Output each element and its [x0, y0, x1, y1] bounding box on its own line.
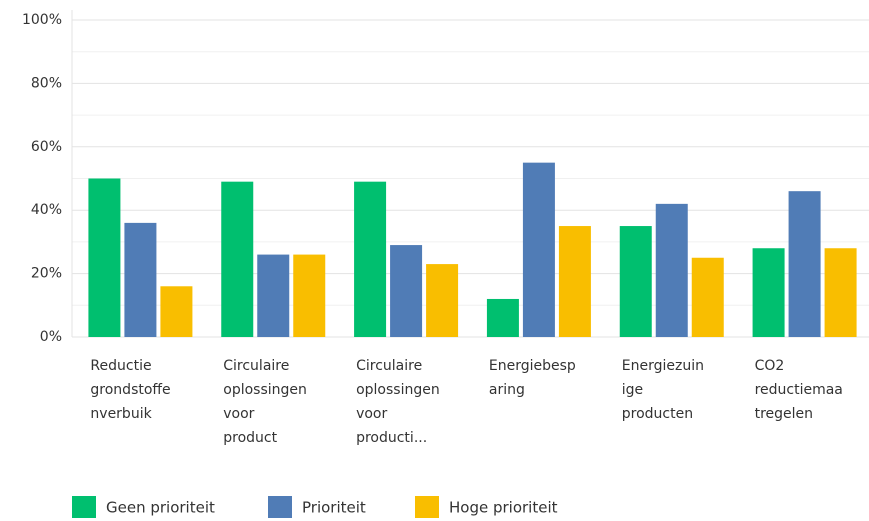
y-tick-label: 80% — [31, 75, 62, 91]
bar — [160, 286, 193, 337]
bar — [354, 181, 387, 337]
legend-label: Geen prioriteit — [106, 499, 215, 517]
bar — [426, 264, 459, 337]
bar — [257, 254, 290, 337]
bar — [655, 203, 688, 337]
bar — [824, 248, 857, 337]
y-tick-label: 100% — [22, 12, 62, 28]
y-tick-label: 40% — [31, 202, 62, 218]
bar — [293, 254, 326, 337]
y-tick-label: 60% — [31, 139, 62, 155]
x-tick-label: CO2 reductiemaa tregelen — [755, 358, 843, 422]
x-tick-label: Circulaire oplossingen voor producti... — [356, 358, 440, 446]
bar — [522, 162, 555, 337]
bar — [619, 226, 652, 337]
bar — [788, 191, 821, 337]
y-tick-label: 20% — [31, 266, 62, 282]
bar — [691, 257, 724, 337]
x-tick-label: Energiebesp aring — [489, 358, 576, 398]
y-tick-label: 0% — [40, 329, 62, 345]
legend-label: Prioriteit — [302, 499, 366, 517]
legend-swatch — [415, 496, 439, 518]
x-tick-label: Circulaire oplossingen voor product — [223, 358, 307, 446]
bar — [390, 245, 423, 337]
bar — [486, 298, 519, 337]
bar — [124, 222, 157, 337]
x-tick-label: Energiezuin ige producten — [622, 358, 704, 422]
bar — [558, 226, 591, 337]
legend-label: Hoge prioriteit — [449, 499, 558, 517]
bar — [221, 181, 254, 337]
legend-swatch — [268, 496, 292, 518]
legend-swatch — [72, 496, 96, 518]
x-tick-label: Reductie grondstoffe nverbuik — [90, 358, 170, 422]
bar — [752, 248, 785, 337]
bar — [88, 178, 121, 337]
